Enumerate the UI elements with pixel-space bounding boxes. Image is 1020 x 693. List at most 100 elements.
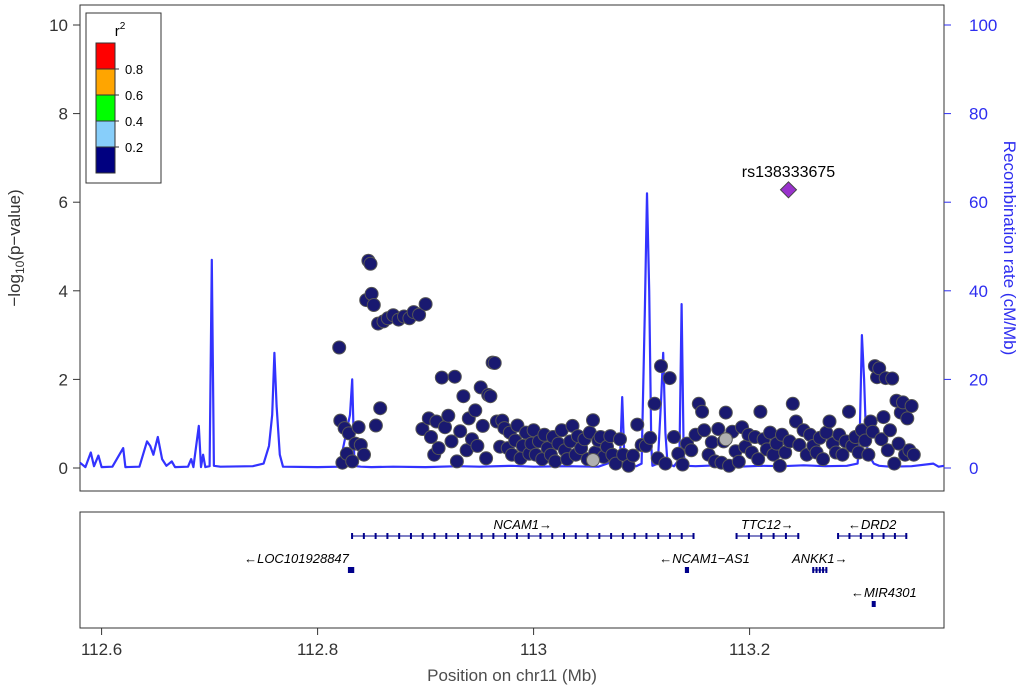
gene-panel-frame xyxy=(79,511,945,629)
gene-exon xyxy=(421,533,424,539)
gene-exon xyxy=(859,533,862,539)
gene-exon xyxy=(433,533,436,539)
snp-point xyxy=(431,441,446,456)
snp-point xyxy=(792,438,807,452)
snp-point xyxy=(772,458,787,473)
snp-point xyxy=(357,447,371,462)
y-axis-left-title-suffix: (p−value) xyxy=(5,189,24,260)
y-axis-left-title-prefix: −log xyxy=(5,274,24,307)
gene-exon xyxy=(905,533,908,539)
snp-point xyxy=(731,454,746,469)
legend-tick-label: 0.8 xyxy=(125,62,143,77)
snp-point xyxy=(785,396,800,411)
gene-exon xyxy=(610,533,613,539)
gene-exon xyxy=(551,533,554,539)
snp-point xyxy=(883,423,897,438)
snp-point xyxy=(667,430,681,444)
snp-point xyxy=(626,448,640,463)
gene-exon xyxy=(812,567,815,573)
gene-exon xyxy=(351,533,354,539)
gene-exon xyxy=(657,533,660,539)
x-tick-label: 112.8 xyxy=(297,640,338,659)
snp-point xyxy=(479,451,494,466)
legend-color-swatch xyxy=(95,120,116,148)
snp-point xyxy=(447,369,462,384)
snp-point xyxy=(475,418,490,433)
lead-snp-label: rs138333675 xyxy=(742,164,836,181)
snp-point xyxy=(363,256,378,271)
snp-point xyxy=(548,454,563,469)
snp-point xyxy=(835,447,850,462)
lead-snp-point xyxy=(779,181,798,199)
snp-point xyxy=(366,298,381,312)
gene-exon xyxy=(504,533,507,539)
legend-color-swatch xyxy=(95,94,116,122)
y-axis-right-title: Recombination rate (cM/Mb) xyxy=(1000,141,1019,355)
gene-exon xyxy=(815,567,818,573)
gene-exon xyxy=(598,533,601,539)
snp-point xyxy=(613,432,627,447)
y-left-tick-label: 10 xyxy=(49,16,68,35)
legend-tick-label: 0.4 xyxy=(125,114,143,129)
snp-point xyxy=(468,403,483,418)
snp-point xyxy=(872,361,887,376)
y-left-tick-label: 2 xyxy=(59,370,68,389)
snp-point xyxy=(658,456,673,471)
snp-point xyxy=(675,457,690,472)
legend-color-swatch xyxy=(95,146,116,174)
snp-point xyxy=(887,456,902,471)
gene-exon xyxy=(692,533,695,539)
y-left-tick-label: 0 xyxy=(59,459,68,478)
snp-point xyxy=(483,389,498,404)
snp-point xyxy=(332,340,347,355)
snp-point xyxy=(643,430,658,445)
snp-point xyxy=(874,432,889,447)
gene-label: ←LOC101928847 xyxy=(244,551,350,566)
gene-exon xyxy=(492,533,495,539)
snp-point xyxy=(695,404,710,419)
gene-exon xyxy=(633,533,636,539)
snp-point xyxy=(647,396,662,411)
legend-title: r2 xyxy=(115,21,126,40)
snp-point xyxy=(662,371,677,386)
gene-exon xyxy=(621,533,624,539)
snp-point xyxy=(697,423,712,438)
gene-label: ←MIR4301 xyxy=(851,585,917,600)
gene-exon xyxy=(362,533,365,539)
gene-exon xyxy=(457,533,460,539)
legend-tick-label: 0.6 xyxy=(125,88,143,103)
snp-point xyxy=(345,454,360,469)
legend-color-swatch xyxy=(95,68,116,96)
gene-exon xyxy=(735,533,738,539)
gene-exon xyxy=(818,567,821,573)
gene-exon xyxy=(668,533,671,539)
gene-exon xyxy=(347,567,355,573)
snp-point xyxy=(418,297,433,312)
gene-exon xyxy=(822,567,825,573)
gene-exon xyxy=(574,533,577,539)
gene-label: ←DRD2 xyxy=(848,517,897,532)
snp-point xyxy=(718,405,733,420)
snp-point xyxy=(434,370,449,385)
snp-point xyxy=(630,417,645,432)
gene-exon xyxy=(871,601,876,607)
snp-point xyxy=(704,435,719,450)
y-axis-left-title: −log10(p−value) xyxy=(5,189,27,306)
snp-point xyxy=(453,424,468,439)
legend-title-base: r xyxy=(115,23,120,40)
x-axis-title: Position on chr11 (Mb) xyxy=(427,666,597,685)
snp-point xyxy=(751,452,766,467)
snp-point xyxy=(456,389,471,404)
snp-point xyxy=(412,307,427,322)
gene-exon xyxy=(797,533,800,539)
snp-point xyxy=(424,430,438,444)
gene-exon xyxy=(772,533,775,539)
snp-point xyxy=(876,410,891,425)
y-axis-left-title-sub: 10 xyxy=(13,260,27,274)
x-tick-label: 112.6 xyxy=(81,640,122,659)
gene-exon xyxy=(374,533,377,539)
snp-point xyxy=(711,422,726,436)
snp-point xyxy=(415,422,430,436)
